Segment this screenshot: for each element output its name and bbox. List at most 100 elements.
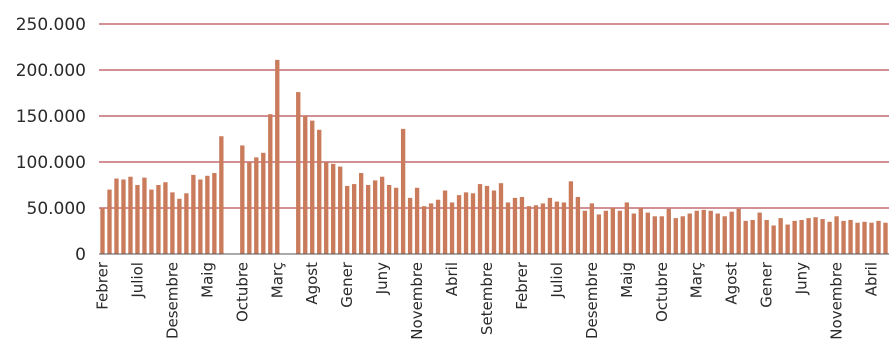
bar [268,114,273,254]
x-tick-label: Juliol [548,262,566,299]
y-tick-label: 100.000 [16,153,86,173]
y-tick-label: 0 [75,245,86,265]
bar [575,196,581,254]
bar [582,210,588,254]
bar [645,212,650,254]
bar [107,189,112,254]
x-tick-label: Novembre [408,262,426,340]
x-tick-label: Març [688,262,706,298]
bar [526,206,532,254]
bar [317,129,322,254]
x-tick-label: Abril [863,262,881,296]
bar [729,211,734,254]
bar [533,205,539,254]
x-tick-label: Gener [758,261,776,308]
bar [240,145,245,254]
bar [694,210,699,254]
bar [324,162,329,254]
bar [687,213,692,254]
x-tick-label: Setembre [478,262,496,335]
bar [596,214,602,254]
x-tick-label: Juny [793,262,811,295]
bar [303,116,308,254]
bar [121,179,126,254]
bar [855,222,860,254]
x-tick-label: Maig [618,262,636,298]
y-tick-label: 250.000 [16,15,86,35]
x-tick-label: Octubre [653,262,671,322]
bar [149,189,154,254]
bar [442,190,448,254]
bar [275,59,280,254]
bar [547,197,553,254]
bar [834,216,839,254]
x-tick-label: Febrer [513,261,531,310]
bar [708,210,713,254]
bar [624,202,629,254]
bar [519,196,525,254]
bar [862,221,867,254]
bar [163,182,168,254]
bar [799,219,804,254]
bar [540,203,546,254]
x-tick-label: Juliol [128,262,146,299]
bar [638,208,643,254]
bar [680,216,685,254]
bar [372,180,378,254]
bar [198,179,203,254]
bar [554,201,560,254]
bar [428,203,434,254]
bar [561,202,567,254]
bar [177,198,182,254]
x-tick-label: Febrer [93,261,111,310]
bar [498,183,504,254]
bar [463,192,469,254]
bar [666,208,671,254]
bar [331,163,336,254]
bar [456,195,462,254]
y-axis-ticks: 0 50.000 100.000 150.000 200.000 250.000 [16,15,86,265]
bar [869,222,874,254]
bar [379,176,385,254]
bar [310,120,315,254]
bar [254,157,259,254]
bar [603,210,609,254]
bar [848,219,853,254]
bar [491,190,497,254]
y-tick-label: 150.000 [16,107,86,127]
x-tick-label: Desembre [583,262,601,339]
bar [407,197,413,254]
bar [883,222,888,254]
bar [386,185,392,254]
bar [778,218,783,254]
bar [820,219,825,254]
bar [156,185,161,254]
x-tick-label: Març [268,262,286,298]
bar [673,218,678,254]
bar [715,213,720,254]
bar [261,152,266,254]
bar [743,220,748,254]
bar [827,221,832,254]
bar [659,216,664,254]
bar [345,185,350,254]
bar [813,217,818,254]
bar [205,175,210,254]
bar [470,193,476,254]
bar [806,218,811,254]
bar [610,208,616,254]
bar [184,193,189,254]
bar [352,184,357,254]
bar [764,219,769,254]
y-tick-label: 50.000 [27,199,86,219]
bar [128,176,133,254]
bar [400,128,406,254]
bar [652,216,657,254]
bar [736,208,741,254]
bars [100,59,888,254]
x-axis-ticks: Febrer Juliol Desembre Maig Octubre Març Agost… [93,261,880,340]
bar [142,177,147,254]
bar [841,220,846,254]
bar [114,178,119,254]
